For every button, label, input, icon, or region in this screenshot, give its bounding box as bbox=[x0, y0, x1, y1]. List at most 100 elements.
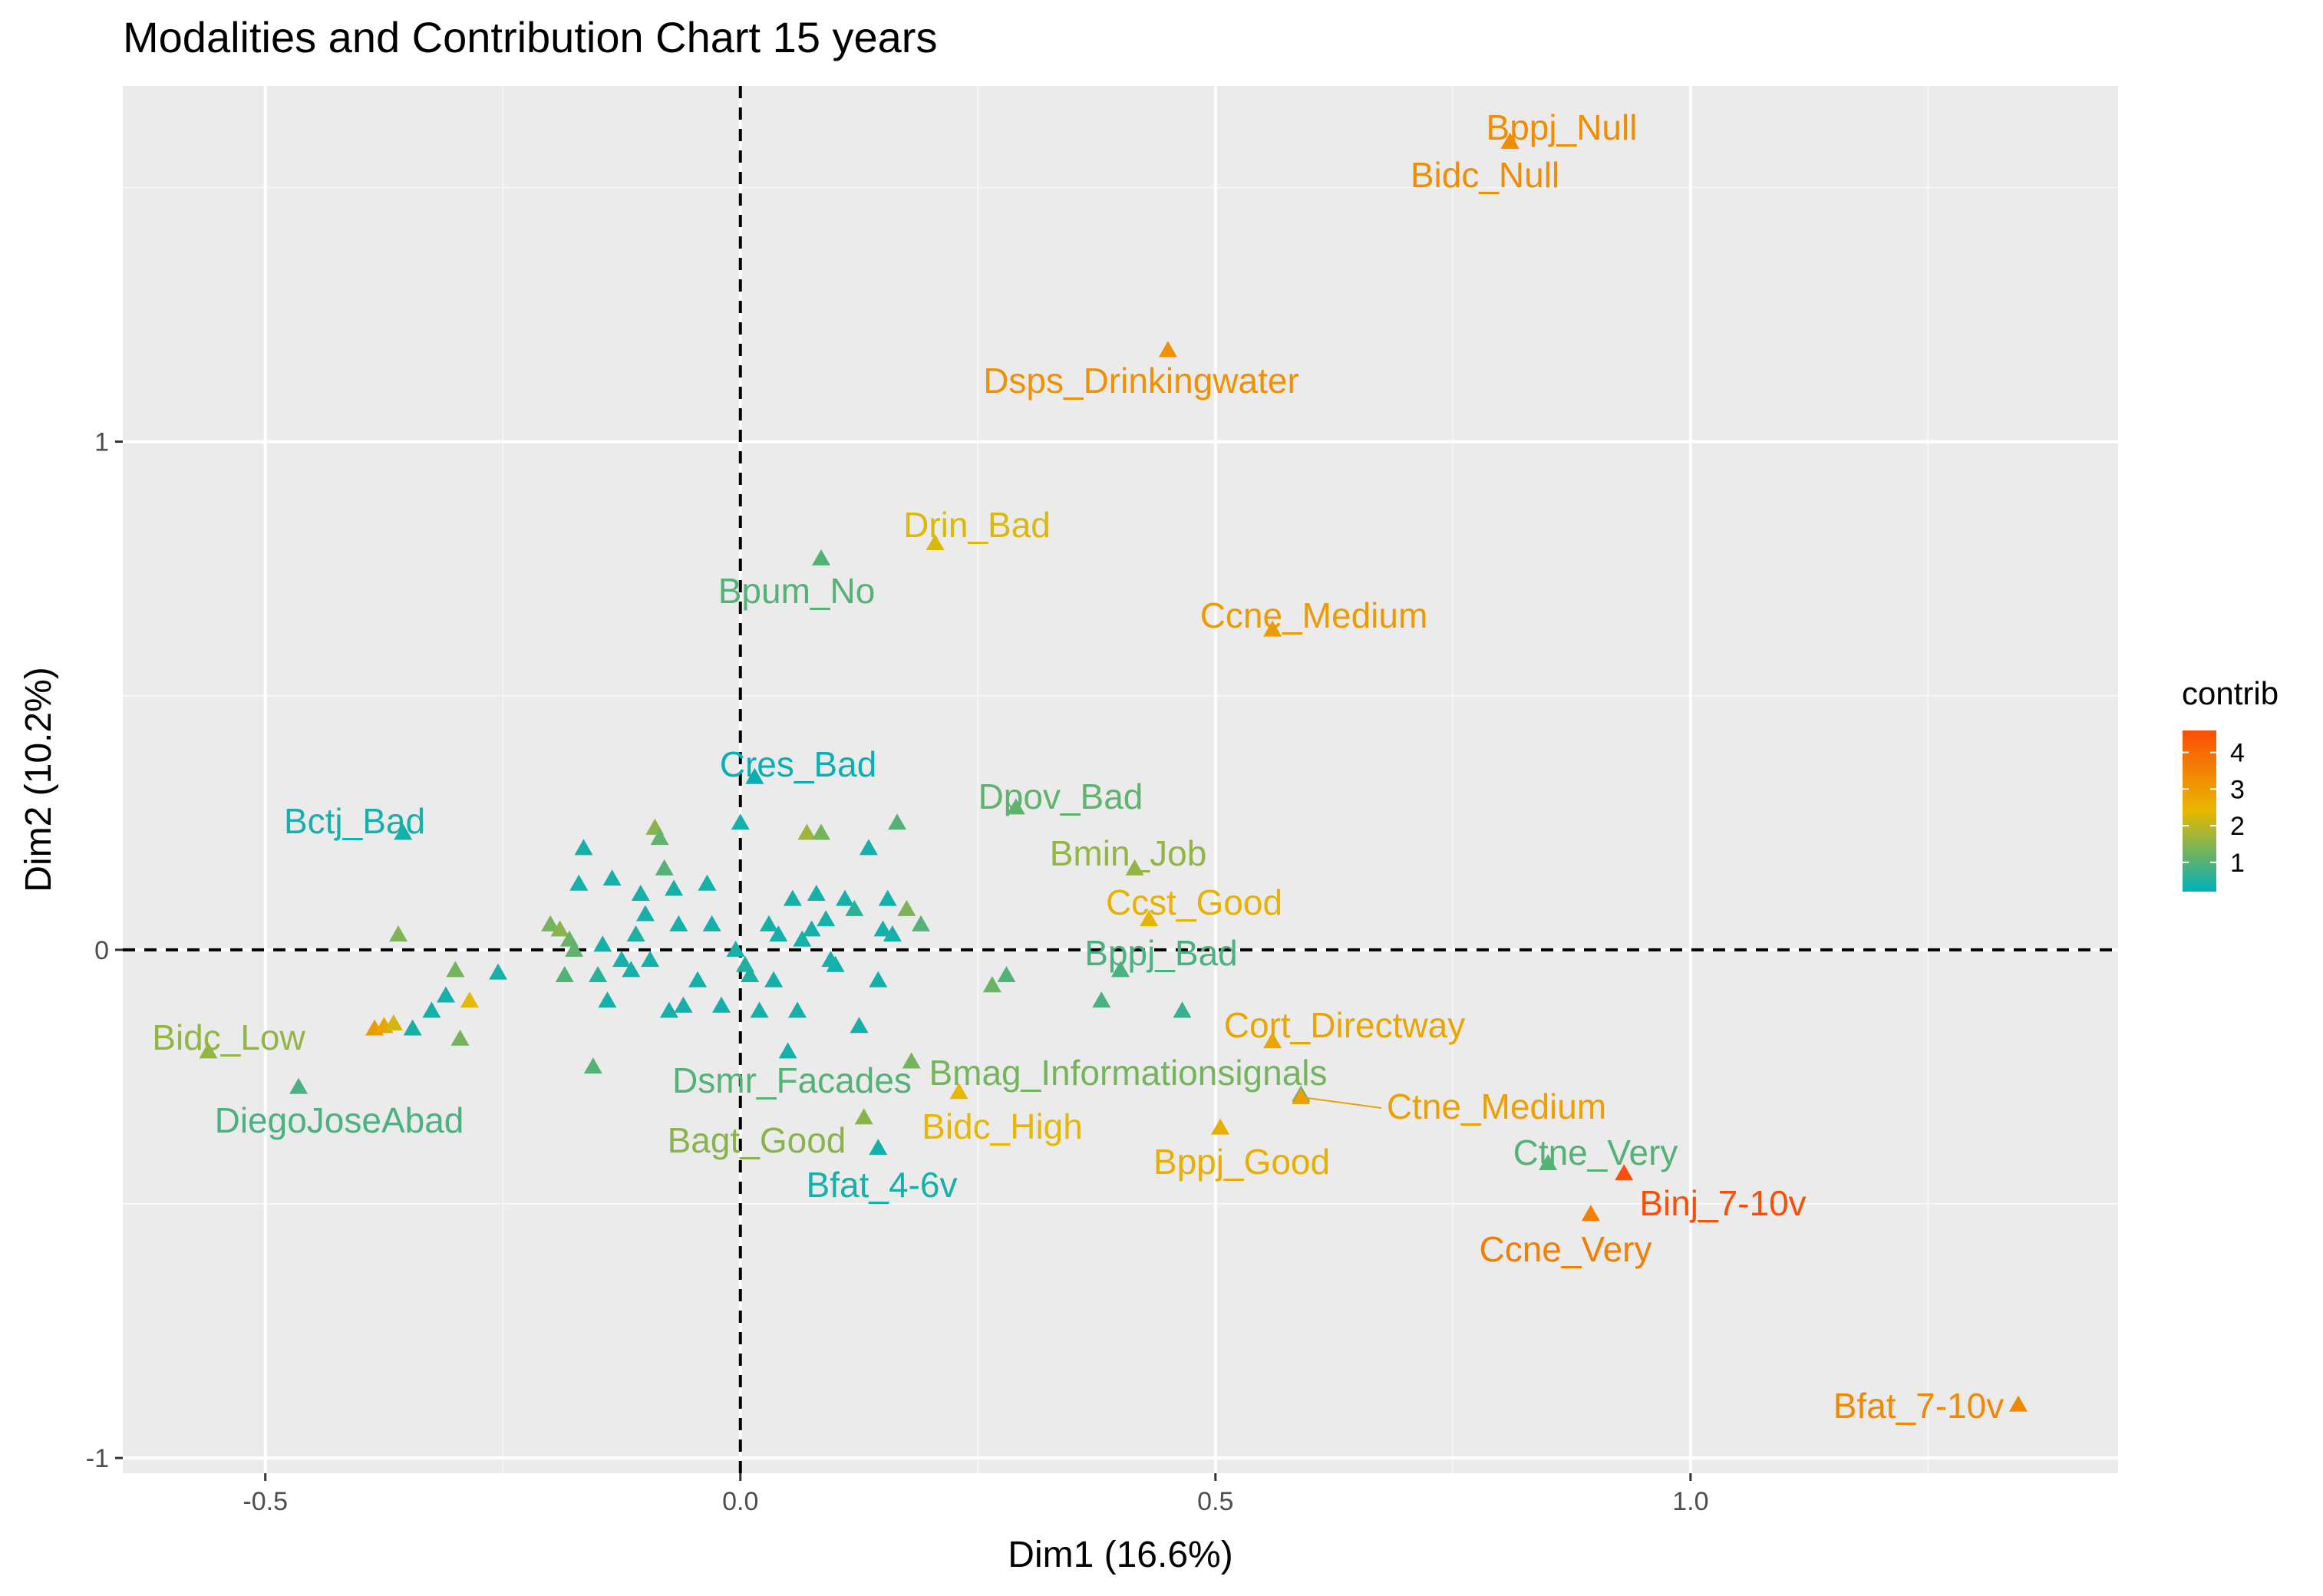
data-point bbox=[835, 889, 854, 906]
data-point bbox=[199, 1042, 218, 1059]
point-label: Bidc_Null bbox=[1411, 155, 1559, 195]
x-axis-title: Dim1 (16.6%) bbox=[1008, 1535, 1232, 1575]
y-tick-label: 1 bbox=[94, 428, 109, 457]
data-point bbox=[807, 885, 826, 902]
legend-tick-label: 1 bbox=[2230, 849, 2245, 878]
data-point bbox=[631, 885, 650, 902]
data-point bbox=[949, 1083, 968, 1100]
data-point bbox=[436, 986, 455, 1003]
data-point bbox=[854, 1108, 873, 1125]
data-point bbox=[655, 859, 674, 875]
point-label: Dpov_Bad bbox=[978, 777, 1143, 816]
data-point bbox=[565, 940, 584, 957]
data-point bbox=[635, 905, 655, 922]
data-point bbox=[997, 965, 1016, 982]
point-label: Bidc_High bbox=[922, 1106, 1083, 1146]
data-point bbox=[626, 925, 645, 941]
data-point bbox=[1263, 620, 1282, 637]
legend-tick-label: 2 bbox=[2230, 812, 2245, 841]
point-label: Bidc_Low bbox=[152, 1017, 305, 1057]
point-label: Ctne_Medium bbox=[1387, 1087, 1606, 1126]
data-point bbox=[702, 915, 721, 932]
data-point bbox=[878, 889, 897, 906]
data-point bbox=[926, 534, 945, 551]
data-point bbox=[422, 1001, 441, 1018]
data-point bbox=[745, 767, 764, 784]
data-point bbox=[574, 839, 593, 856]
data-point bbox=[394, 823, 413, 840]
point-label: Bmin_Job bbox=[1050, 833, 1207, 873]
label-leader-line bbox=[1301, 1096, 1382, 1109]
point-label: Dsmr_Facades bbox=[672, 1060, 912, 1100]
data-point bbox=[593, 935, 612, 952]
point-label: Bfat_7-10v bbox=[1833, 1386, 2004, 1426]
data-point bbox=[741, 965, 760, 982]
data-point bbox=[845, 899, 864, 916]
data-point bbox=[583, 1057, 602, 1074]
point-label: Cres_Bad bbox=[720, 744, 877, 784]
point-label: Dsps_Drinkingwater bbox=[983, 361, 1299, 401]
data-point bbox=[783, 889, 802, 906]
plot-panel bbox=[123, 86, 2118, 1473]
data-point bbox=[602, 869, 622, 886]
data-point bbox=[650, 829, 669, 846]
data-point bbox=[750, 1001, 769, 1018]
data-point bbox=[1158, 341, 1177, 358]
data-point bbox=[446, 961, 465, 978]
y-axis-title: Dim2 (10.2%) bbox=[18, 667, 59, 892]
data-point bbox=[850, 1017, 869, 1034]
data-point bbox=[550, 920, 569, 937]
data-point bbox=[778, 1042, 797, 1059]
point-label: DiegoJoseAbad bbox=[215, 1100, 464, 1140]
point-label: Binj_7-10v bbox=[1639, 1183, 1806, 1223]
y-tick-label: -1 bbox=[86, 1444, 109, 1473]
data-point bbox=[769, 925, 788, 941]
data-point bbox=[450, 1029, 470, 1046]
point-label: Drin_Bad bbox=[903, 505, 1051, 545]
data-point bbox=[659, 1001, 678, 1018]
data-point bbox=[674, 996, 693, 1013]
data-point bbox=[1125, 859, 1144, 875]
data-point bbox=[1140, 910, 1159, 927]
data-point bbox=[389, 925, 408, 941]
point-label: Ccne_Very bbox=[1479, 1229, 1652, 1269]
data-point bbox=[859, 839, 878, 856]
data-point bbox=[541, 915, 560, 932]
data-point bbox=[788, 1001, 807, 1018]
data-point bbox=[641, 951, 660, 968]
data-point bbox=[589, 965, 608, 982]
axis-ticks: -0.5 0.0 0.5 1.0 -1 0 1 bbox=[86, 428, 1709, 1516]
data-point bbox=[712, 996, 731, 1013]
data-point bbox=[888, 813, 907, 830]
legend-colorbar bbox=[2183, 730, 2216, 892]
data-point bbox=[1211, 1118, 1229, 1135]
data-point bbox=[289, 1077, 309, 1094]
data-point bbox=[1581, 1205, 1600, 1222]
legend-tick-label: 3 bbox=[2230, 775, 2245, 804]
legend-tick-label: 4 bbox=[2230, 739, 2245, 768]
data-points bbox=[199, 132, 2028, 1412]
data-point bbox=[1111, 961, 1130, 978]
data-point bbox=[665, 879, 684, 896]
data-point bbox=[1292, 1087, 1311, 1104]
data-point bbox=[812, 549, 830, 566]
data-point bbox=[759, 915, 778, 932]
data-point bbox=[1615, 1164, 1634, 1181]
point-label: Bppj_Null bbox=[1487, 107, 1638, 147]
chart-title: Modalities and Contribution Chart 15 yea… bbox=[123, 13, 937, 61]
x-tick-label: 0.0 bbox=[722, 1487, 758, 1516]
data-point bbox=[403, 1019, 422, 1036]
data-point bbox=[622, 961, 641, 978]
point-label: Bppj_Bad bbox=[1084, 933, 1238, 973]
data-point bbox=[669, 915, 688, 932]
point-label: Ctne_Very bbox=[1513, 1133, 1678, 1172]
legend-ticks: 1 2 3 4 bbox=[2183, 739, 2245, 878]
legend-title: contrib bbox=[2182, 675, 2278, 711]
grid-lines bbox=[123, 86, 2118, 1473]
point-label: Bmag_Informationsignals bbox=[929, 1053, 1327, 1093]
data-point bbox=[2009, 1395, 2028, 1412]
data-point bbox=[869, 1139, 888, 1156]
data-point bbox=[1092, 991, 1111, 1008]
data-point bbox=[460, 991, 479, 1008]
